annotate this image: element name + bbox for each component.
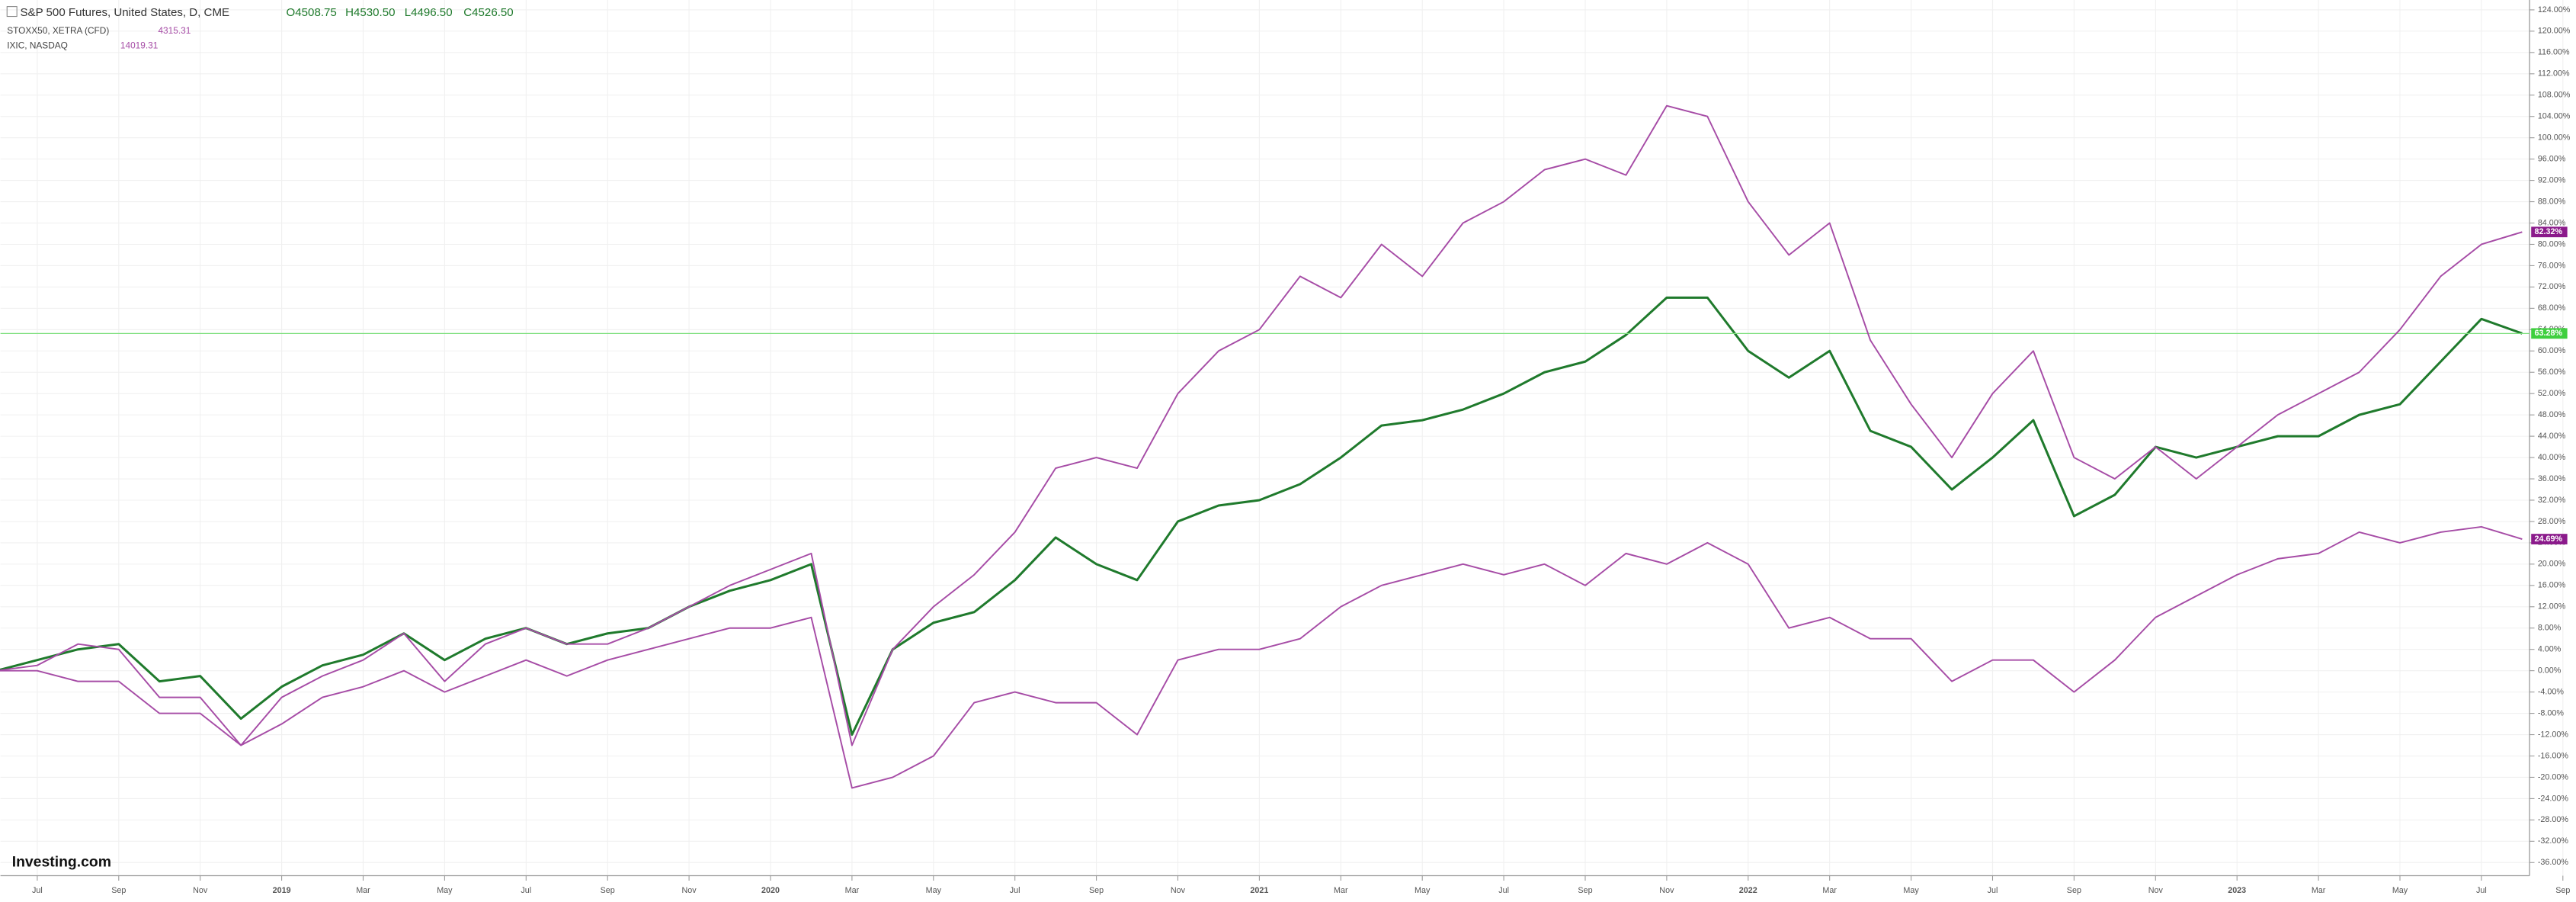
last-value-label: 63.28%: [2535, 329, 2563, 338]
x-tick-label: May: [437, 886, 453, 895]
series-line: [0, 104, 2523, 746]
y-tick-label: 112.00%: [2538, 69, 2570, 79]
ohlc-quotes: O4508.75 H4530.50 L4496.50 C4526.50: [287, 6, 514, 19]
x-tick-label: Jul: [1498, 886, 1509, 895]
y-tick-label: -12.00%: [2538, 730, 2569, 739]
y-tick-label: 88.00%: [2538, 197, 2566, 206]
y-tick-label: -16.00%: [2538, 751, 2569, 760]
y-tick-label: 40.00%: [2538, 453, 2566, 462]
x-tick-label: Mar: [1822, 886, 1837, 895]
y-tick-label: 120.00%: [2538, 27, 2571, 36]
x-tick-label: Sep: [111, 886, 126, 895]
y-tick-label: 116.00%: [2538, 48, 2570, 57]
x-tick-label: May: [1415, 886, 1431, 895]
y-tick-label: -32.00%: [2538, 836, 2569, 846]
x-tick-label: 2020: [761, 886, 780, 895]
y-tick-label: 4.00%: [2538, 645, 2562, 654]
grid: [0, 0, 2564, 876]
ohlc-quote: H4530.50: [345, 6, 395, 19]
ohlc-quote: C4526.50: [463, 6, 513, 19]
y-tick-label: -4.00%: [2538, 687, 2565, 696]
y-tick-label: 104.00%: [2538, 112, 2571, 121]
x-tick-label: 2022: [1739, 886, 1757, 895]
y-tick-label: 56.00%: [2538, 368, 2566, 377]
y-tick-label: 76.00%: [2538, 261, 2566, 270]
last-value-badge: [2531, 226, 2568, 238]
x-tick-label: Jul: [32, 886, 43, 895]
y-tick-label: 84.00%: [2538, 218, 2566, 227]
x-tick-label: May: [1903, 886, 1919, 895]
y-tick-label: -8.00%: [2538, 708, 2565, 717]
y-tick-label: 48.00%: [2538, 410, 2566, 419]
y-tick-label: 72.00%: [2538, 282, 2566, 291]
x-tick-label: May: [926, 886, 942, 895]
y-tick-label: 108.00%: [2538, 91, 2571, 100]
y-tick-label: 92.00%: [2538, 175, 2566, 185]
y-tick-label: 32.00%: [2538, 496, 2566, 505]
collapse-icon[interactable]: [6, 6, 18, 18]
y-tick-label: -24.00%: [2538, 794, 2569, 803]
y-tick-label: 12.00%: [2538, 602, 2566, 611]
x-tick-label: Sep: [2067, 886, 2081, 895]
x-tick-label: Nov: [2148, 886, 2164, 895]
last-value-badge: [2531, 534, 2568, 544]
x-tick-label: Sep: [2555, 886, 2570, 895]
y-tick-label: 96.00%: [2538, 154, 2566, 163]
y-tick-label: 0.00%: [2538, 666, 2562, 675]
x-tick-label: Jul: [1988, 886, 1998, 895]
main-title: S&P 500 Futures, United States, D, CME: [20, 6, 229, 19]
y-tick-label: 124.00%: [2538, 5, 2571, 14]
x-tick-label: Nov: [1171, 886, 1186, 895]
x-tick-label: Mar: [1334, 886, 1348, 895]
y-tick-label: -28.00%: [2538, 815, 2569, 824]
y-tick-label: 52.00%: [2538, 389, 2566, 398]
legend-entry: STOXX50, XETRA (CFD): [7, 25, 109, 36]
series-line: [0, 296, 2523, 737]
ohlc-quote: L4496.50: [405, 6, 453, 19]
x-tick-label: Jul: [1010, 886, 1020, 895]
y-tick-label: 28.00%: [2538, 517, 2566, 526]
last-value-label: 82.32%: [2535, 227, 2563, 236]
y-tick-label: 8.00%: [2538, 624, 2562, 633]
logo: Investing.com: [12, 853, 111, 870]
y-tick-label: 100.00%: [2538, 133, 2571, 143]
x-tick-label: Mar: [356, 886, 370, 895]
y-tick-label: 80.00%: [2538, 239, 2566, 249]
x-tick-label: Mar: [2312, 886, 2326, 895]
y-tick-label: 60.00%: [2538, 346, 2566, 355]
x-tick-label: Jul: [2476, 886, 2487, 895]
last-value-badge: [2531, 328, 2568, 339]
legend-quote: 4315.31: [158, 25, 191, 36]
x-tick-label: Jul: [521, 886, 531, 895]
y-tick-label: -36.00%: [2538, 858, 2569, 867]
y-tick-label: 16.00%: [2538, 581, 2566, 590]
x-tick-label: Sep: [601, 886, 615, 895]
x-tick-label: 2021: [1250, 886, 1268, 895]
y-tick-label: 20.00%: [2538, 560, 2566, 569]
x-tick-label: 2023: [2228, 886, 2246, 895]
y-tick-label: 68.00%: [2538, 303, 2566, 313]
ohlc-quote: O4508.75: [287, 6, 337, 19]
y-tick-label: 36.00%: [2538, 474, 2566, 483]
series-line: [0, 525, 2523, 789]
x-tick-label: May: [2392, 886, 2408, 895]
legend-entry: IXIC, NASDAQ: [7, 40, 68, 50]
y-tick-label: -20.00%: [2538, 772, 2569, 782]
x-tick-label: Nov: [1659, 886, 1674, 895]
x-tick-label: Sep: [1578, 886, 1592, 895]
x-tick-label: Nov: [193, 886, 208, 895]
x-tick-label: Nov: [682, 886, 697, 895]
legend-quote: 14019.31: [120, 40, 159, 50]
y-tick-label: 44.00%: [2538, 432, 2566, 441]
last-value-label: 24.69%: [2535, 534, 2563, 544]
x-tick-label: 2019: [273, 886, 291, 895]
x-tick-label: Sep: [1089, 886, 1104, 895]
x-tick-label: Mar: [845, 886, 860, 895]
